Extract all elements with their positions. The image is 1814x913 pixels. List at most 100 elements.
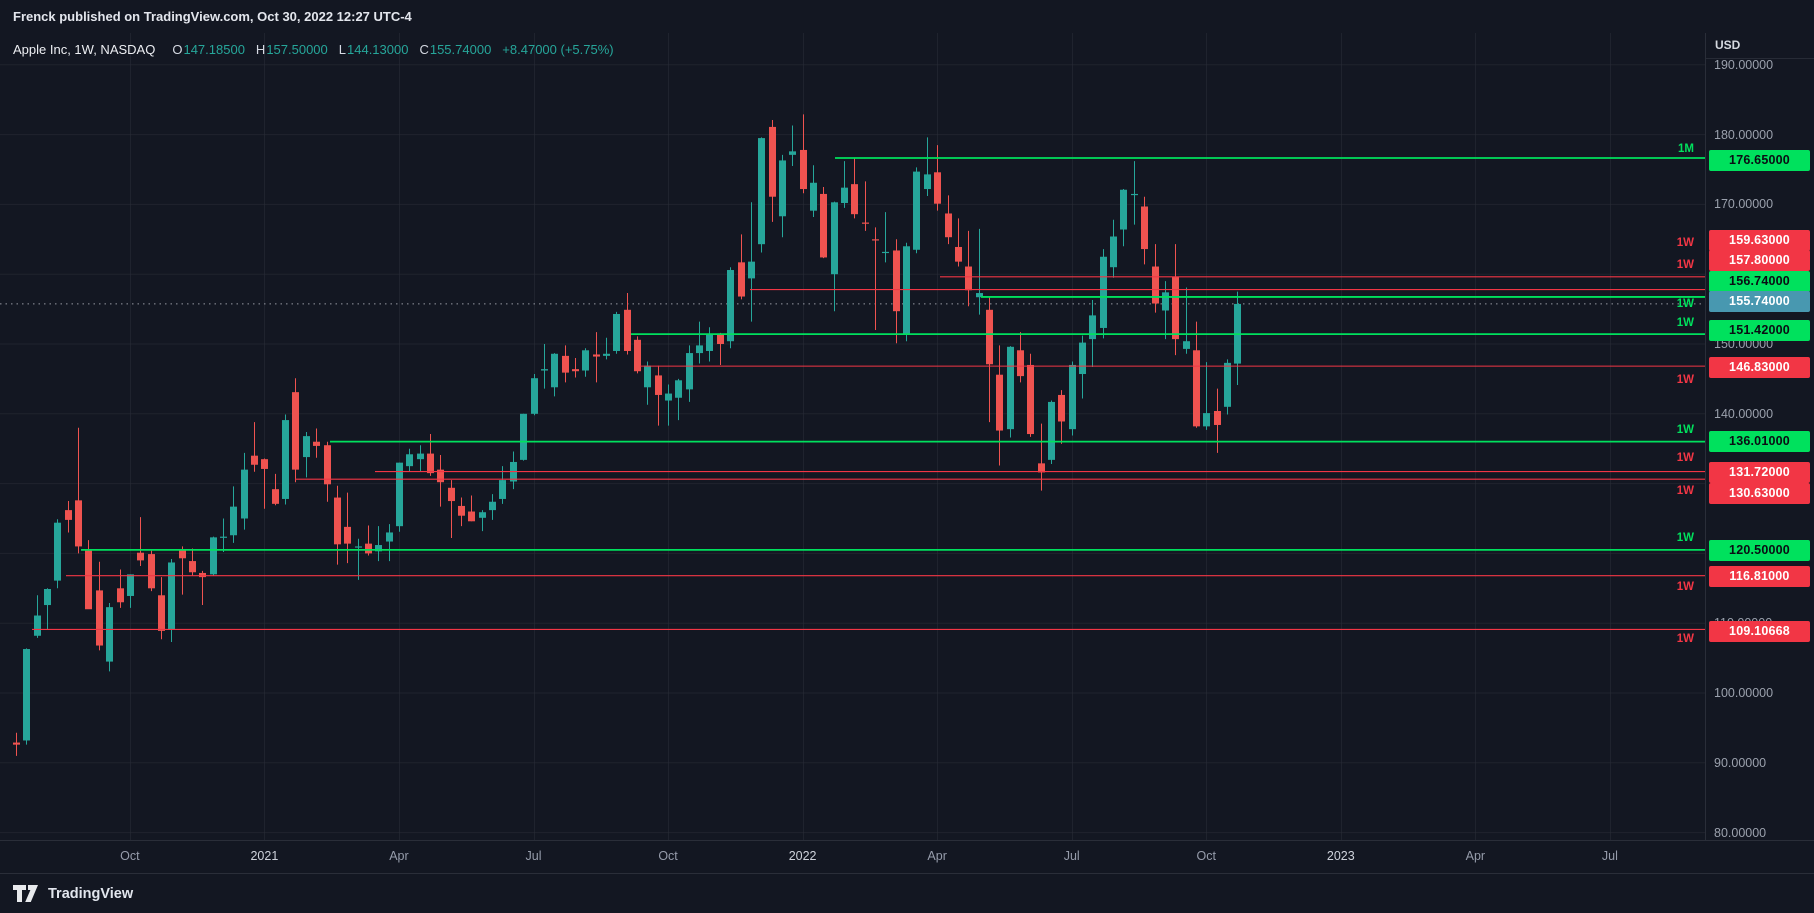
price-axis[interactable]: USD 80.0000090.00000100.00000110.0000012… (1705, 33, 1814, 840)
candle-body[interactable] (417, 453, 424, 460)
candle-body[interactable] (437, 469, 444, 483)
candle-body[interactable] (54, 522, 61, 581)
candle-body[interactable] (603, 353, 610, 356)
candle-body[interactable] (179, 549, 186, 559)
chart-plot-area[interactable]: 1M 1W 1W 1W 1W 1W 1W 1W 1W 1W 1W 1W Apple Inc, 1W, … (0, 33, 1705, 840)
candlestick-chart[interactable]: 1M 1W 1W 1W 1W 1W 1W 1W 1W 1W 1W 1W (0, 33, 1705, 840)
candle-body[interactable] (1193, 350, 1200, 427)
candle-body[interactable] (965, 266, 972, 291)
candle-body[interactable] (1152, 266, 1159, 304)
candle-body[interactable] (1224, 362, 1231, 407)
candle-body[interactable] (696, 345, 703, 354)
currency-label[interactable]: USD (1706, 33, 1814, 59)
candle-body[interactable] (75, 500, 82, 547)
candle-body[interactable] (158, 595, 165, 631)
candle-body[interactable] (613, 313, 620, 351)
candle-body[interactable] (23, 649, 30, 741)
candle-body[interactable] (386, 532, 393, 542)
candle-body[interactable] (986, 309, 993, 365)
candle-body[interactable] (313, 441, 320, 446)
candle-body[interactable] (541, 369, 548, 371)
candle-body[interactable] (831, 202, 838, 275)
candle-body[interactable] (168, 562, 175, 630)
candle-body[interactable] (665, 393, 672, 401)
candle-body[interactable] (499, 480, 506, 499)
tradingview-logo-icon[interactable] (13, 885, 39, 902)
candle-body[interactable] (1203, 413, 1210, 427)
candle-body[interactable] (1017, 350, 1024, 377)
candle-body[interactable] (1079, 342, 1086, 375)
candle-body[interactable] (65, 510, 72, 520)
candle-body[interactable] (882, 251, 889, 254)
candle-body[interactable] (34, 615, 41, 636)
candle-body[interactable] (324, 445, 331, 485)
tradingview-brand-text[interactable]: TradingView (48, 885, 134, 902)
candle-body[interactable] (292, 392, 299, 470)
candle-body[interactable] (1027, 364, 1034, 435)
candle-body[interactable] (1162, 292, 1169, 311)
candle-body[interactable] (841, 187, 848, 204)
candle-body[interactable] (1048, 401, 1055, 460)
candle-body[interactable] (479, 512, 486, 518)
candle-body[interactable] (706, 334, 713, 351)
candle-body[interactable] (996, 374, 1003, 431)
candle-body[interactable] (738, 262, 745, 297)
candle-body[interactable] (117, 588, 124, 603)
candle-body[interactable] (137, 552, 144, 561)
candle-body[interactable] (375, 545, 382, 552)
candle-body[interactable] (520, 413, 527, 460)
candle-body[interactable] (727, 270, 734, 342)
candle-body[interactable] (251, 455, 258, 465)
candle-body[interactable] (717, 334, 724, 344)
candle-body[interactable] (531, 378, 538, 414)
candle-body[interactable] (779, 160, 786, 217)
candle-body[interactable] (427, 453, 434, 474)
candle-body[interactable] (862, 222, 869, 224)
candle-body[interactable] (1038, 463, 1045, 473)
candle-body[interactable] (1089, 315, 1096, 340)
candle-body[interactable] (448, 487, 455, 502)
candle-body[interactable] (127, 574, 134, 596)
candle-body[interactable] (106, 607, 113, 662)
candle-body[interactable] (396, 462, 403, 527)
candle-body[interactable] (85, 550, 92, 610)
candle-body[interactable] (934, 172, 941, 204)
candle-body[interactable] (220, 536, 227, 538)
candle-body[interactable] (1131, 193, 1138, 196)
candle-body[interactable] (230, 506, 237, 536)
candle-body[interactable] (1141, 206, 1148, 250)
candle-body[interactable] (820, 193, 827, 258)
candle-body[interactable] (1069, 364, 1076, 430)
candle-body[interactable] (210, 537, 217, 575)
candle-body[interactable] (800, 149, 807, 190)
candle-body[interactable] (872, 239, 879, 241)
candle-body[interactable] (810, 182, 817, 211)
candle-body[interactable] (789, 151, 796, 155)
candle-body[interactable] (1120, 189, 1127, 230)
candle-body[interactable] (406, 454, 413, 467)
candle-body[interactable] (96, 590, 103, 646)
candle-body[interactable] (955, 246, 962, 262)
candle-body[interactable] (458, 505, 465, 516)
candle-body[interactable] (44, 588, 51, 606)
candle-body[interactable] (468, 511, 475, 522)
candle-body[interactable] (282, 420, 289, 499)
candle-body[interactable] (572, 369, 579, 372)
candle-body[interactable] (893, 250, 900, 312)
candle-body[interactable] (593, 354, 600, 357)
candle-body[interactable] (1183, 341, 1190, 349)
candle-body[interactable] (355, 546, 362, 548)
candle-body[interactable] (976, 293, 983, 298)
candle-body[interactable] (686, 353, 693, 390)
candle-body[interactable] (1214, 411, 1221, 425)
candle-body[interactable] (1058, 394, 1065, 422)
candle-body[interactable] (562, 355, 569, 373)
candle-body[interactable] (655, 375, 662, 395)
candle-body[interactable] (748, 261, 755, 279)
candle-body[interactable] (758, 138, 765, 245)
candle-body[interactable] (199, 572, 206, 578)
candle-body[interactable] (945, 213, 952, 238)
candle-body[interactable] (261, 459, 268, 469)
candle-body[interactable] (148, 554, 155, 589)
candle-body[interactable] (189, 561, 196, 573)
